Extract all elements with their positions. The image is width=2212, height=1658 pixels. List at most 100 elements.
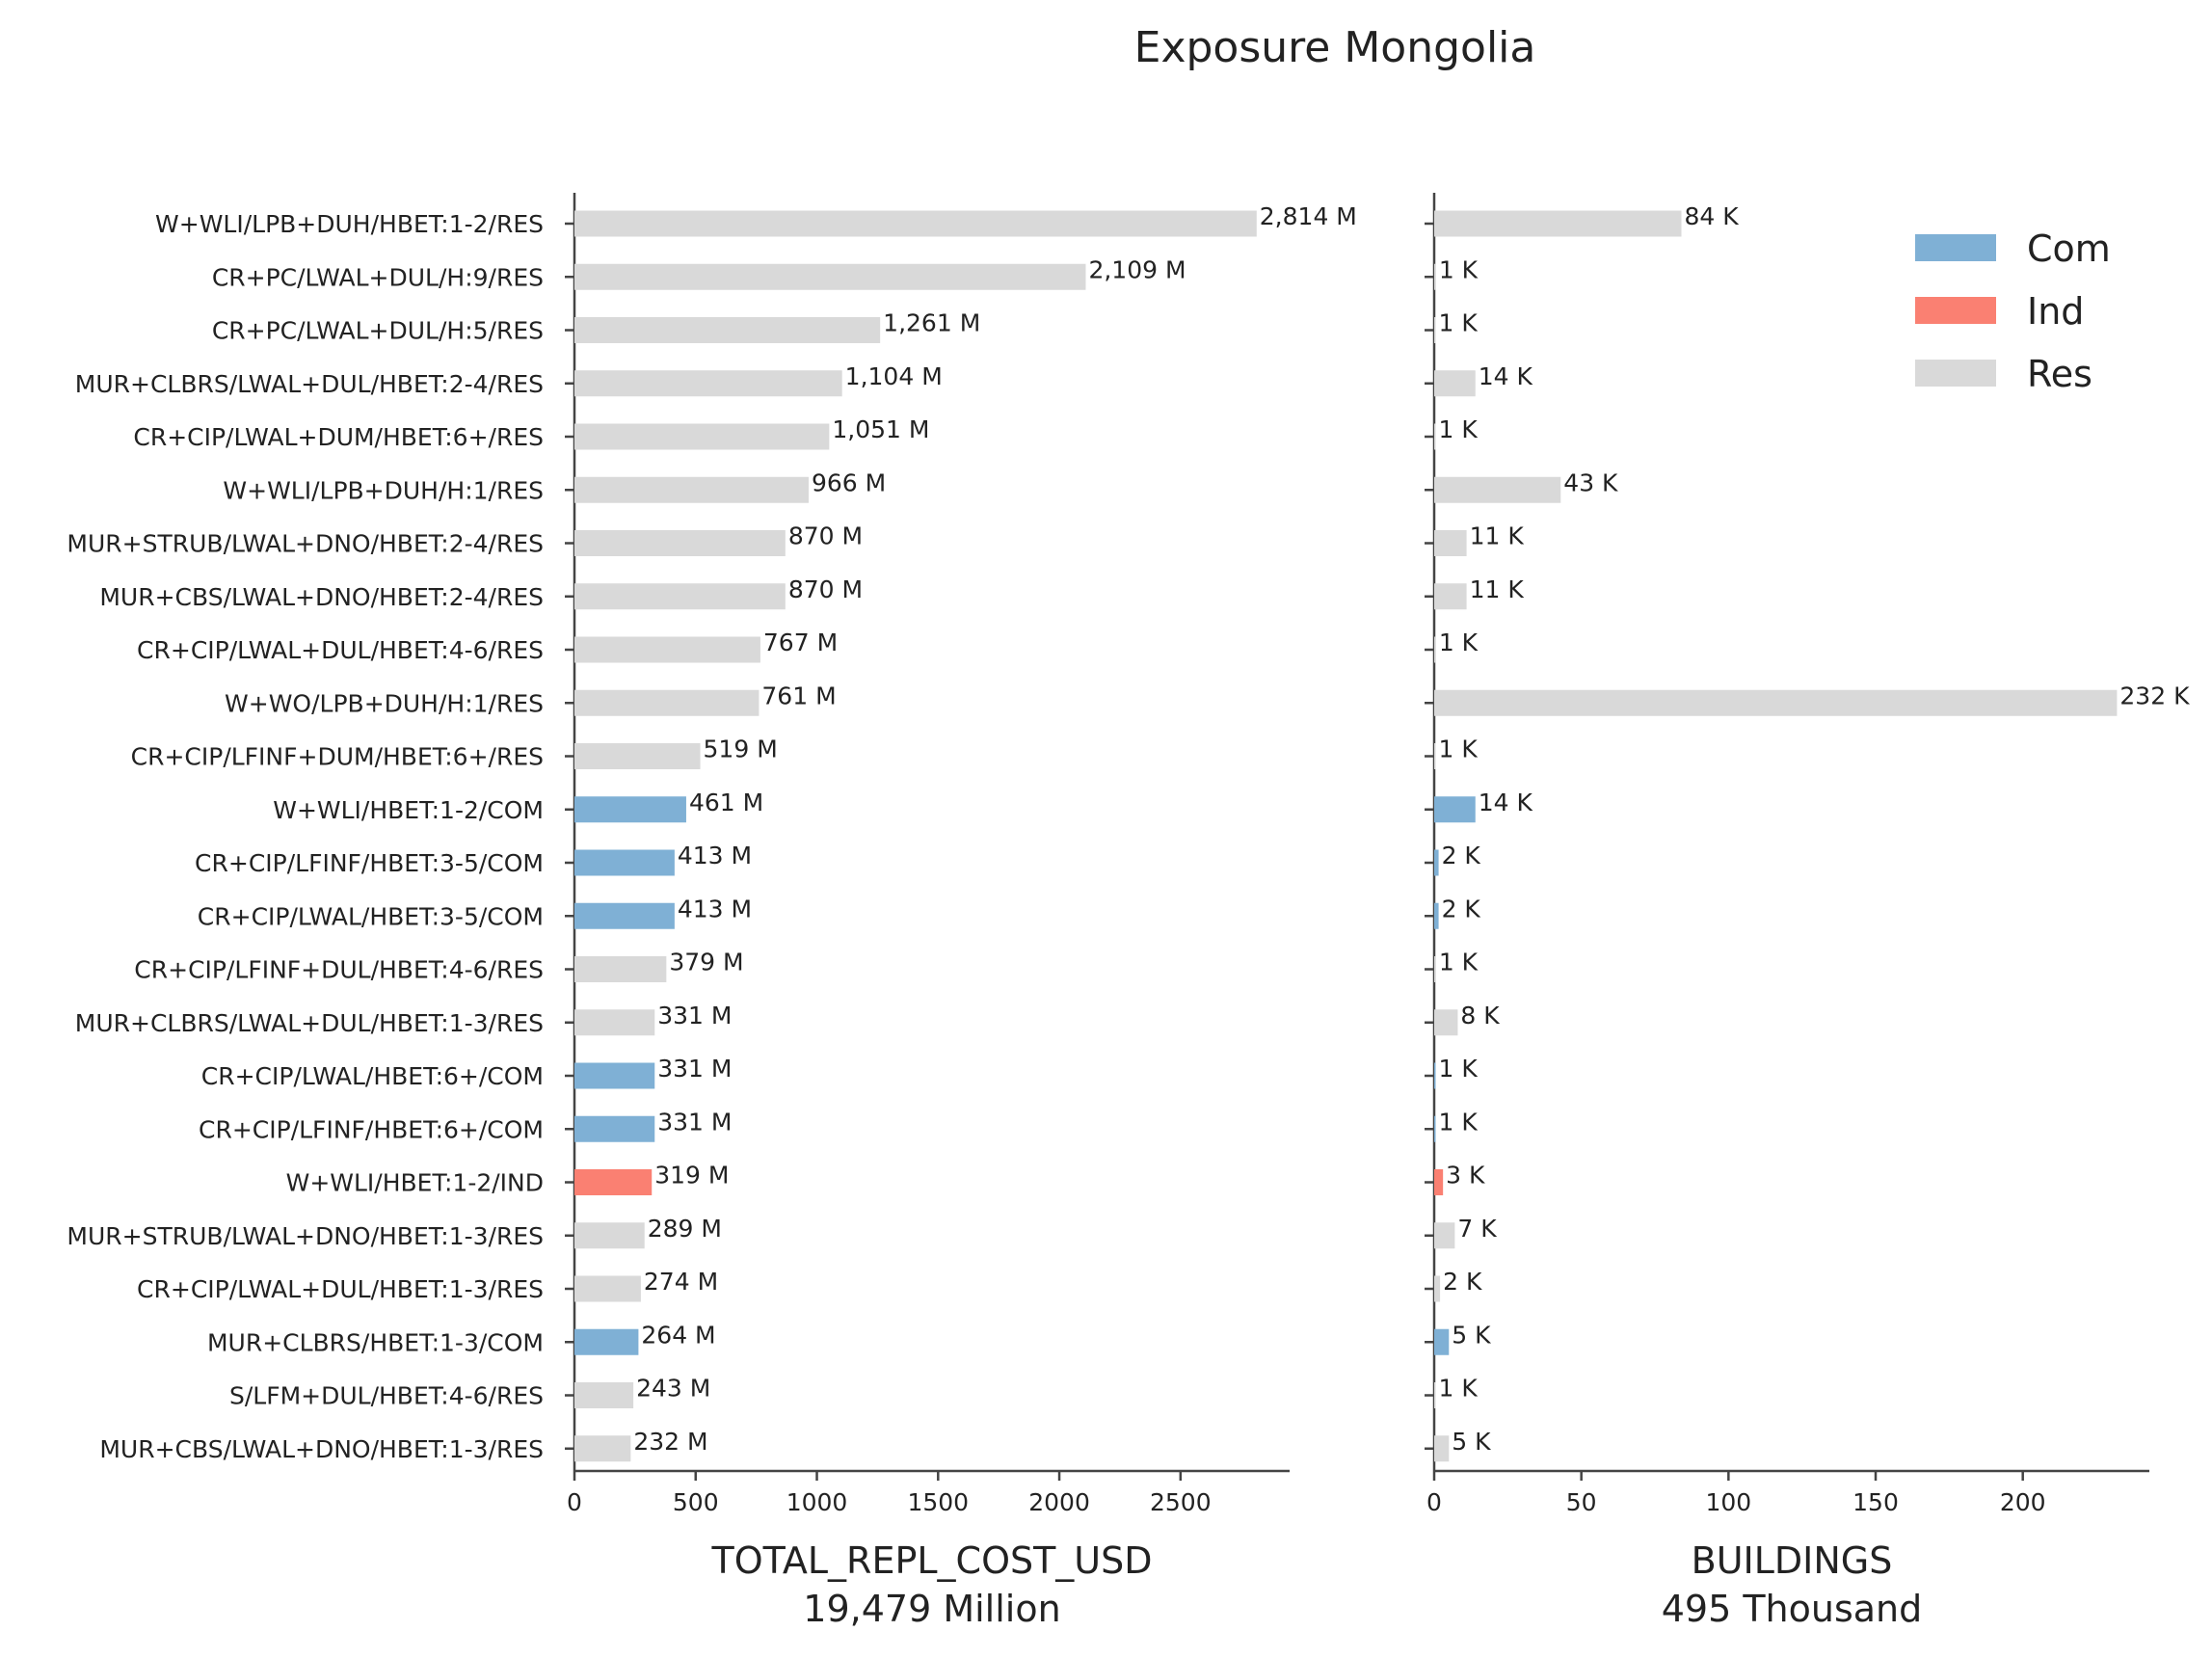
data-label: 761 M bbox=[761, 682, 836, 709]
category-label: W+WO/LPB+DUH/H:1/RES bbox=[225, 689, 544, 717]
bar bbox=[1434, 636, 1436, 663]
data-label: 1 K bbox=[1439, 628, 1479, 656]
legend-swatch bbox=[1915, 297, 1996, 324]
bar bbox=[1434, 1328, 1450, 1355]
bar bbox=[1434, 1382, 1436, 1408]
bar bbox=[1434, 423, 1436, 450]
data-label: 232 M bbox=[633, 1428, 707, 1456]
x-axis-title: TOTAL_REPL_COST_USD bbox=[710, 1539, 1152, 1582]
data-label: 14 K bbox=[1479, 362, 1533, 390]
bar bbox=[1434, 210, 1682, 237]
bar bbox=[1434, 1275, 1441, 1302]
bar bbox=[574, 1009, 655, 1036]
category-label: CR+CIP/LFINF+DUM/HBET:6+/RES bbox=[131, 743, 544, 771]
bar bbox=[1434, 317, 1436, 343]
x-tick-label: 2500 bbox=[1150, 1488, 1212, 1516]
legend-label: Res bbox=[2027, 353, 2092, 395]
legend-label: Com bbox=[2027, 227, 2111, 270]
data-label: 461 M bbox=[689, 789, 763, 816]
bar bbox=[574, 902, 675, 929]
bar bbox=[574, 423, 830, 450]
category-label: CR+PC/LWAL+DUL/H:5/RES bbox=[212, 317, 544, 345]
x-tick-label: 2000 bbox=[1028, 1488, 1090, 1516]
bar bbox=[1434, 902, 1439, 929]
data-label: 274 M bbox=[644, 1268, 718, 1296]
category-label: CR+CIP/LWAL+DUL/HBET:1-3/RES bbox=[137, 1275, 544, 1303]
category-label: MUR+STRUB/LWAL+DNO/HBET:1-3/RES bbox=[67, 1222, 544, 1250]
bar bbox=[574, 1169, 653, 1195]
bar bbox=[574, 1275, 641, 1302]
category-label: W+WLI/LPB+DUH/H:1/RES bbox=[223, 476, 544, 504]
category-label: MUR+STRUB/LWAL+DNO/HBET:2-4/RES bbox=[67, 530, 544, 558]
category-label: CR+CIP/LWAL+DUM/HBET:6+/RES bbox=[133, 423, 544, 451]
bar bbox=[574, 689, 760, 716]
bar bbox=[1434, 796, 1476, 823]
data-label: 289 M bbox=[648, 1215, 722, 1243]
data-label: 331 M bbox=[657, 1002, 732, 1030]
x-tick-label: 50 bbox=[1566, 1488, 1597, 1516]
data-label: 43 K bbox=[1563, 468, 1618, 496]
category-label: CR+CIP/LWAL/HBET:6+/COM bbox=[201, 1062, 544, 1090]
bar bbox=[574, 849, 675, 876]
data-label: 1,051 M bbox=[832, 415, 929, 443]
data-label: 331 M bbox=[657, 1108, 732, 1136]
bar bbox=[1434, 956, 1436, 982]
data-label: 1 K bbox=[1439, 255, 1479, 283]
data-label: 1 K bbox=[1439, 735, 1479, 763]
bar bbox=[1434, 583, 1467, 610]
data-label: 1 K bbox=[1439, 1375, 1479, 1403]
data-label: 2 K bbox=[1442, 895, 1481, 923]
data-label: 1,261 M bbox=[883, 309, 980, 337]
data-label: 8 K bbox=[1460, 1002, 1500, 1030]
x-tick-label: 1000 bbox=[786, 1488, 848, 1516]
x-axis-subtitle: 19,479 Million bbox=[803, 1588, 1060, 1630]
data-label: 1 K bbox=[1439, 415, 1479, 443]
category-label: MUR+CBS/LWAL+DNO/HBET:2-4/RES bbox=[99, 583, 544, 611]
x-tick-label: 500 bbox=[673, 1488, 719, 1516]
data-label: 1,104 M bbox=[845, 362, 943, 390]
bar bbox=[1434, 743, 1436, 769]
x-tick-label: 150 bbox=[1852, 1488, 1899, 1516]
data-label: 7 K bbox=[1457, 1215, 1497, 1243]
data-label: 2,109 M bbox=[1088, 255, 1186, 283]
bar bbox=[574, 1115, 655, 1142]
bar bbox=[574, 583, 786, 610]
bar bbox=[574, 317, 881, 343]
data-label: 243 M bbox=[636, 1375, 710, 1403]
bar bbox=[1434, 689, 2118, 716]
data-label: 2 K bbox=[1442, 842, 1481, 869]
bar bbox=[574, 1382, 634, 1408]
x-axis-subtitle: 495 Thousand bbox=[1662, 1588, 1923, 1630]
data-label: 331 M bbox=[657, 1055, 732, 1083]
bar bbox=[1434, 1009, 1458, 1036]
category-label: W+WLI/LPB+DUH/HBET:1-2/RES bbox=[155, 210, 544, 238]
bar bbox=[574, 956, 667, 982]
bar bbox=[1434, 849, 1439, 876]
data-label: 5 K bbox=[1452, 1321, 1491, 1349]
bar bbox=[1434, 1169, 1444, 1195]
category-label: MUR+CLBRS/LWAL+DUL/HBET:2-4/RES bbox=[75, 370, 544, 398]
category-label: MUR+CLBRS/HBET:1-3/COM bbox=[207, 1328, 544, 1356]
data-label: 519 M bbox=[704, 735, 778, 763]
data-label: 11 K bbox=[1470, 522, 1525, 550]
data-label: 232 K bbox=[2119, 682, 2190, 709]
data-label: 2,814 M bbox=[1260, 202, 1357, 230]
data-label: 379 M bbox=[669, 949, 743, 976]
bar bbox=[574, 263, 1086, 290]
data-label: 11 K bbox=[1470, 575, 1525, 603]
bar bbox=[1434, 530, 1467, 556]
category-label: MUR+CBS/LWAL+DNO/HBET:1-3/RES bbox=[99, 1435, 544, 1463]
bar bbox=[574, 1328, 639, 1355]
data-label: 3 K bbox=[1446, 1162, 1485, 1190]
bar bbox=[574, 1062, 655, 1089]
data-label: 319 M bbox=[654, 1162, 729, 1190]
bar bbox=[1434, 1115, 1436, 1142]
data-label: 870 M bbox=[788, 575, 863, 603]
bar bbox=[1434, 1062, 1436, 1089]
bar bbox=[1434, 263, 1436, 290]
bar bbox=[574, 1435, 631, 1462]
x-tick-label: 0 bbox=[1426, 1488, 1442, 1516]
legend-swatch bbox=[1915, 360, 1996, 387]
data-label: 1 K bbox=[1439, 949, 1479, 976]
